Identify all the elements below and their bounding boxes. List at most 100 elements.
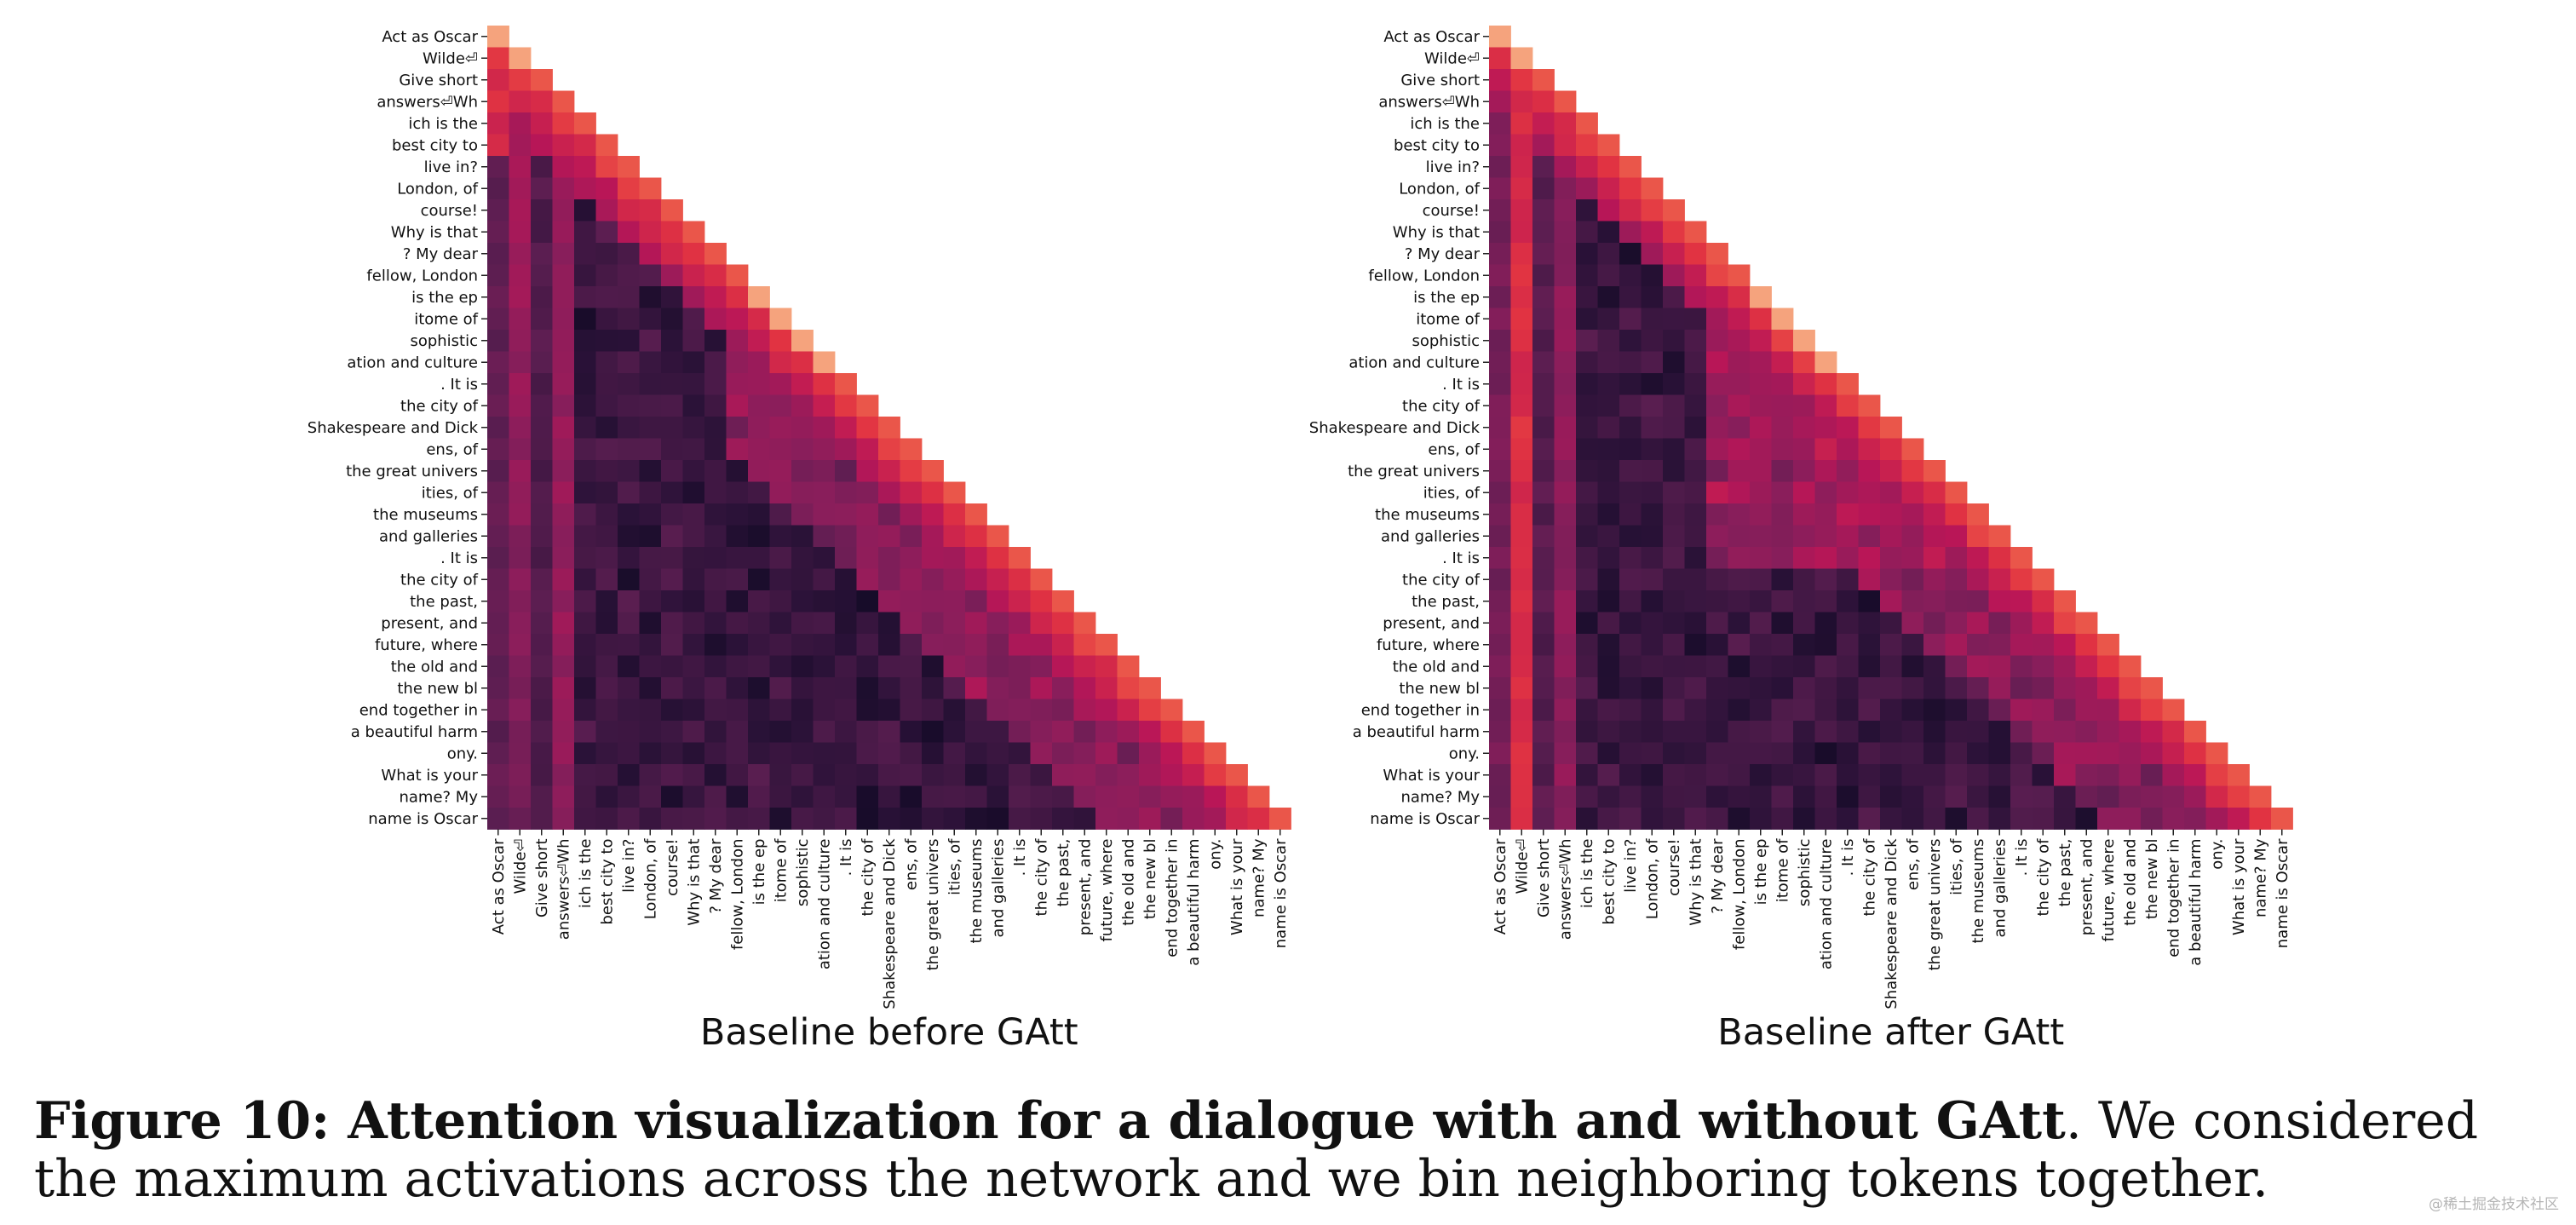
heatmap-cell bbox=[1510, 221, 1533, 244]
heatmap-cell bbox=[1052, 721, 1074, 743]
heatmap-cell bbox=[943, 655, 966, 678]
heatmap-cell bbox=[1880, 525, 1902, 548]
heatmap-cell bbox=[878, 503, 900, 526]
heatmap-cell bbox=[704, 677, 727, 699]
heatmap-cell bbox=[1510, 308, 1533, 331]
heatmap-cell bbox=[1901, 438, 1924, 461]
heatmap-cell bbox=[1095, 655, 1118, 678]
heatmap-cell bbox=[986, 612, 1009, 635]
heatmap-cell bbox=[986, 677, 1009, 699]
heatmap-cell bbox=[943, 634, 966, 656]
heatmap-cell bbox=[726, 286, 749, 308]
heatmap-cell bbox=[1728, 764, 1751, 786]
heatmap-cell bbox=[574, 243, 596, 265]
heatmap-cell bbox=[726, 330, 749, 352]
heatmap-cell bbox=[791, 417, 814, 439]
heatmap-cell bbox=[1117, 764, 1140, 786]
heatmap-cell bbox=[1923, 481, 1946, 504]
heatmap-cell bbox=[639, 221, 662, 244]
heatmap-cell bbox=[1901, 634, 1924, 656]
x-tick-label: live in? bbox=[620, 839, 638, 893]
heatmap-cell bbox=[552, 243, 575, 265]
heatmap-cell bbox=[2141, 721, 2163, 743]
y-tick-label: is the ep bbox=[1413, 289, 1480, 307]
heatmap-cell bbox=[748, 394, 770, 417]
heatmap-cell bbox=[531, 503, 553, 526]
heatmap-cell bbox=[813, 438, 836, 461]
y-tick-label: course! bbox=[421, 202, 478, 220]
heatmap-cell bbox=[1663, 764, 1685, 786]
heatmap-cell bbox=[2228, 808, 2250, 830]
heatmap-cell bbox=[574, 438, 596, 461]
heatmap-cell bbox=[1597, 417, 1620, 439]
heatmap-cell bbox=[682, 503, 705, 526]
heatmap-cell bbox=[531, 264, 553, 287]
heatmap-cell bbox=[1988, 808, 2011, 830]
heatmap-cell bbox=[813, 417, 836, 439]
heatmap-cell bbox=[1684, 394, 1707, 417]
heatmap-cell bbox=[1597, 525, 1620, 548]
y-tick-label: present, and bbox=[381, 614, 478, 632]
heatmap-cell bbox=[726, 742, 749, 765]
heatmap-cell bbox=[769, 373, 792, 395]
heatmap-cell bbox=[813, 742, 836, 765]
heatmap-cell bbox=[1597, 612, 1620, 635]
heatmap-cell bbox=[552, 764, 575, 786]
heatmap-cell bbox=[1728, 742, 1751, 765]
heatmap-cell bbox=[487, 525, 509, 548]
heatmap-cell bbox=[1489, 721, 1511, 743]
x-tick-label: ich is the bbox=[1578, 839, 1596, 909]
x-tick-label: best city to bbox=[1600, 839, 1618, 925]
heatmap-cell bbox=[1204, 808, 1227, 830]
heatmap-cell bbox=[1793, 655, 1815, 678]
y-tick-label: itome of bbox=[414, 310, 478, 328]
heatmap-cell bbox=[682, 568, 705, 591]
heatmap-cell bbox=[618, 308, 640, 331]
heatmap-cell bbox=[1619, 481, 1642, 504]
heatmap-cell bbox=[1945, 808, 1968, 830]
heatmap-cell bbox=[1139, 677, 1161, 699]
heatmap-cell bbox=[2162, 785, 2185, 808]
heatmap-cell bbox=[661, 221, 683, 244]
heatmap-cell bbox=[922, 699, 944, 722]
heatmap-cell bbox=[574, 221, 596, 244]
heatmap-cell bbox=[2075, 764, 2098, 786]
heatmap-cell bbox=[704, 742, 727, 765]
y-tick-label: and galleries bbox=[379, 527, 478, 545]
heatmap-cell bbox=[618, 721, 640, 743]
heatmap-cell bbox=[531, 199, 553, 221]
heatmap-cell bbox=[1510, 568, 1533, 591]
heatmap-cell bbox=[791, 764, 814, 786]
heatmap-cell bbox=[835, 503, 857, 526]
heatmap-cell bbox=[1684, 721, 1707, 743]
heatmap-cell bbox=[2010, 721, 2033, 743]
heatmap-cell bbox=[1771, 525, 1794, 548]
heatmap-cell bbox=[1837, 764, 1859, 786]
heatmap-cell bbox=[1554, 568, 1577, 591]
heatmap-cell bbox=[1814, 568, 1837, 591]
heatmap-cell bbox=[574, 808, 596, 830]
heatmap-cell bbox=[574, 177, 596, 200]
heatmap-cell bbox=[1641, 677, 1664, 699]
x-tick-label: Shakespeare and Dick bbox=[1883, 838, 1900, 1009]
heatmap-cell bbox=[661, 547, 683, 569]
heatmap-cell bbox=[487, 655, 509, 678]
heatmap-cell bbox=[1706, 264, 1728, 287]
heatmap-cell bbox=[835, 460, 857, 482]
heatmap-cell bbox=[1532, 394, 1555, 417]
x-tick-label: the city of bbox=[2034, 838, 2052, 917]
heatmap-cell bbox=[1597, 438, 1620, 461]
heatmap-cell bbox=[1750, 351, 1772, 374]
heatmap-cell bbox=[726, 634, 749, 656]
heatmap-cell bbox=[661, 503, 683, 526]
heatmap-cell bbox=[531, 221, 553, 244]
heatmap-cell bbox=[1009, 655, 1031, 678]
heatmap-cell bbox=[1858, 808, 1881, 830]
heatmap-cell bbox=[856, 677, 879, 699]
heatmap-cell bbox=[1489, 699, 1511, 722]
heatmap-cell bbox=[509, 721, 532, 743]
heatmap-cell bbox=[1684, 330, 1707, 352]
heatmap-cell bbox=[531, 655, 553, 678]
heatmap-cell bbox=[1030, 721, 1053, 743]
